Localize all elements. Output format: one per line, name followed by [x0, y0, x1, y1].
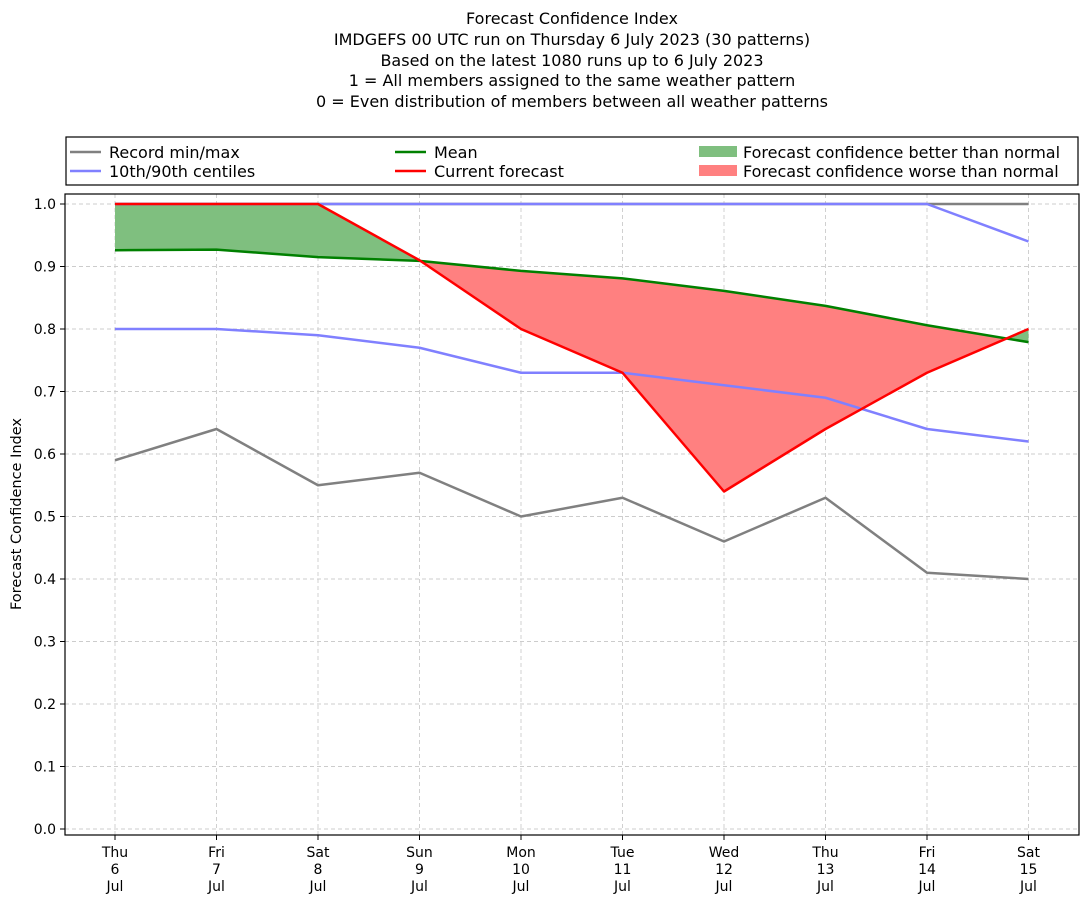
x-tick-label-8-0: Fri [919, 845, 936, 861]
legend-frame [65, 136, 1079, 186]
x-tick-label-1-1: 7 [212, 862, 221, 878]
x-tick-label-1-0: Fri [208, 845, 225, 861]
chart-subtitle-basis: Based on the latest 1080 runs up to 6 Ju… [380, 51, 763, 70]
y-tick-label-3: 0.3 [34, 635, 56, 651]
legend-swatch-better [699, 146, 737, 157]
chart-subtitle-scale-bottom: 0 = Even distribution of members between… [316, 92, 828, 111]
x-tick-label-1-2: Jul [207, 879, 225, 895]
legend-label-current: Current forecast [434, 162, 564, 181]
y-tick-label-4: 0.4 [34, 572, 56, 588]
x-tick-label-9-1: 15 [1020, 862, 1038, 878]
x-tick-label-2-0: Sat [307, 845, 330, 861]
chart-title-block: Forecast Confidence Index IMDGEFS 00 UTC… [316, 9, 828, 111]
series-line-mean [114, 248, 1029, 344]
series-lines [114, 202, 1029, 581]
legend-label-centiles: 10th/90th centiles [109, 162, 255, 181]
chart-subtitle-scale-top: 1 = All members assigned to the same wea… [349, 71, 796, 90]
x-tick-label-4-2: Jul [512, 879, 530, 895]
y-tick-label-8: 0.8 [34, 322, 56, 338]
x-tick-label-6-1: 12 [715, 862, 733, 878]
chart-title: Forecast Confidence Index [466, 9, 678, 28]
x-axis: Thu6JulFri7JulSat8JulSun9JulMon10JulTue1… [101, 835, 1040, 895]
series-line-current [115, 202, 1029, 493]
y-tick-label-2: 0.2 [34, 697, 56, 713]
legend-label-worse: Forecast confidence worse than normal [743, 162, 1059, 181]
y-axis: 0.0 0.1 0.2 0.3 0.4 0.5 0.6 0.7 0.8 0.9 1.0 [34, 197, 65, 838]
y-tick-label-10: 1.0 [34, 197, 56, 213]
series-line-record-min [114, 427, 1029, 581]
fill-better-0 [115, 204, 217, 251]
x-tick-label-5-0: Tue [610, 845, 635, 861]
y-axis-label: Forecast Confidence Index [9, 418, 25, 610]
x-tick-label-8-1: 14 [918, 862, 936, 878]
x-tick-label-7-0: Thu [811, 845, 838, 861]
y-tick-label-5: 0.5 [34, 510, 56, 526]
x-tick-label-8-2: Jul [918, 879, 936, 895]
x-tick-label-9-2: Jul [1019, 879, 1037, 895]
x-tick-label-9-0: Sat [1017, 845, 1040, 861]
x-tick-label-6-0: Wed [709, 845, 740, 861]
legend-label-mean: Mean [434, 143, 478, 162]
x-tick-label-5-2: Jul [613, 879, 631, 895]
y-tick-label-0: 0.0 [34, 822, 56, 838]
x-tick-label-6-2: Jul [715, 879, 733, 895]
x-tick-label-4-1: 10 [512, 862, 530, 878]
x-tick-label-7-2: Jul [816, 879, 834, 895]
x-tick-label-4-0: Mon [506, 845, 536, 861]
x-tick-label-2-2: Jul [309, 879, 327, 895]
y-tick-label-1: 0.1 [34, 760, 56, 776]
legend-swatch-worse [699, 165, 737, 176]
x-tick-label-7-1: 13 [817, 862, 835, 878]
x-tick-label-0-1: 6 [111, 862, 120, 878]
x-tick-label-3-1: 9 [415, 862, 424, 878]
y-tick-label-6: 0.6 [34, 447, 56, 463]
x-tick-label-2-1: 8 [314, 862, 323, 878]
legend-label-record: Record min/max [109, 143, 240, 162]
fill-better-1 [216, 204, 318, 258]
x-tick-label-0-2: Jul [106, 879, 124, 895]
legend-label-better: Forecast confidence better than normal [743, 143, 1060, 162]
x-tick-label-3-0: Sun [406, 845, 433, 861]
x-tick-label-5-1: 11 [614, 862, 632, 878]
x-tick-label-0-0: Thu [101, 845, 128, 861]
chart-subtitle-run: IMDGEFS 00 UTC run on Thursday 6 July 20… [334, 30, 810, 49]
fill-worse-6 [622, 278, 724, 492]
fill-worse-5 [521, 270, 623, 373]
y-tick-label-9: 0.9 [34, 260, 56, 276]
legend: Record min/max 10th/90th centiles Mean C… [65, 136, 1079, 186]
series-line-p10 [115, 327, 1029, 443]
fill-worse-9 [927, 325, 1007, 373]
x-tick-label-3-2: Jul [410, 879, 428, 895]
y-tick-label-7: 0.7 [34, 385, 56, 401]
plot-frame [64, 193, 1080, 836]
fill-worse-8 [825, 305, 927, 429]
